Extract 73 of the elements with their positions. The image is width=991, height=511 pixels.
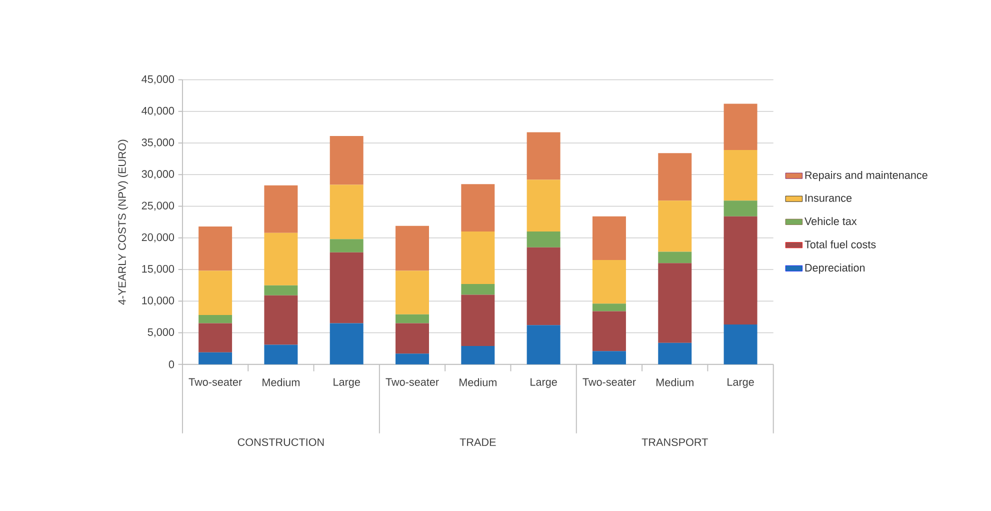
bar xyxy=(592,351,626,364)
bar xyxy=(526,325,560,364)
x-tick-label: Two-seater xyxy=(582,378,636,386)
bar xyxy=(330,323,364,364)
x-tick-label: Medium xyxy=(656,378,694,386)
text: TRANSPORT xyxy=(642,438,708,446)
bar xyxy=(592,311,626,352)
bar xyxy=(526,180,560,232)
bar xyxy=(198,226,232,271)
bar xyxy=(264,295,298,345)
legend-label: Total fuel costs xyxy=(804,240,876,248)
y-axis-title: 4-YEARLY COSTS (NPV) (EURO) xyxy=(118,140,128,305)
bar xyxy=(724,216,758,324)
bar xyxy=(658,263,692,343)
bar xyxy=(658,342,692,364)
bar xyxy=(461,294,495,346)
x-tick-label: Two-seater xyxy=(386,378,439,386)
y-tick-label: 0 xyxy=(168,360,174,368)
bar xyxy=(264,285,298,296)
x-tick-label: Two-seater xyxy=(188,378,242,386)
x-tick-label: Medium xyxy=(460,378,496,386)
bar xyxy=(592,304,626,312)
y-tick-label: 15,000 xyxy=(142,264,174,274)
bar xyxy=(461,184,495,232)
legend-label: Depreciation xyxy=(805,264,865,274)
bar xyxy=(461,284,495,295)
bar xyxy=(658,200,692,252)
x-tick-label: Large xyxy=(530,378,557,388)
bar xyxy=(592,260,626,304)
bar xyxy=(526,132,560,180)
text: TRADE xyxy=(460,438,496,446)
legend-label: Vehicle tax xyxy=(804,217,857,226)
bar xyxy=(264,185,298,233)
bar xyxy=(396,323,430,354)
bar xyxy=(724,104,758,150)
bar xyxy=(396,270,430,314)
x-tick-label: Medium xyxy=(262,378,300,386)
bar xyxy=(724,150,758,201)
bar xyxy=(658,252,692,264)
bar xyxy=(330,239,364,252)
y-tick-label: 20,000 xyxy=(142,233,174,242)
text: CONSTRUCTION xyxy=(238,438,324,446)
bar xyxy=(264,232,298,286)
y-tick-label: 40,000 xyxy=(142,106,174,116)
legend-label: Repairs and maintenance xyxy=(805,170,928,182)
bar xyxy=(592,216,626,260)
bar xyxy=(330,184,364,240)
bar xyxy=(461,346,495,364)
x-tick-label: Large xyxy=(728,378,754,388)
bar xyxy=(330,252,364,324)
bar xyxy=(396,314,430,324)
bar xyxy=(198,323,232,352)
bar xyxy=(264,344,298,364)
y-tick-label: 45,000 xyxy=(142,75,174,84)
legend-label: Insurance xyxy=(805,194,852,202)
bar xyxy=(198,270,232,315)
x-tick-label: Large xyxy=(334,378,360,388)
bar xyxy=(396,226,430,271)
bar xyxy=(330,136,364,185)
bar xyxy=(724,324,758,364)
y-tick-label: 10,000 xyxy=(142,296,174,306)
bar xyxy=(526,232,560,248)
bar xyxy=(198,314,232,324)
y-tick-label: 30,000 xyxy=(142,170,174,180)
y-tick-label: 5,000 xyxy=(148,328,174,338)
y-tick-label: 25,000 xyxy=(142,202,174,211)
bar xyxy=(396,354,430,364)
bar xyxy=(461,232,495,284)
y-tick-label: 35,000 xyxy=(142,138,174,148)
bar xyxy=(198,352,232,364)
bar xyxy=(658,153,692,201)
bar xyxy=(724,200,758,216)
bar xyxy=(526,247,560,326)
